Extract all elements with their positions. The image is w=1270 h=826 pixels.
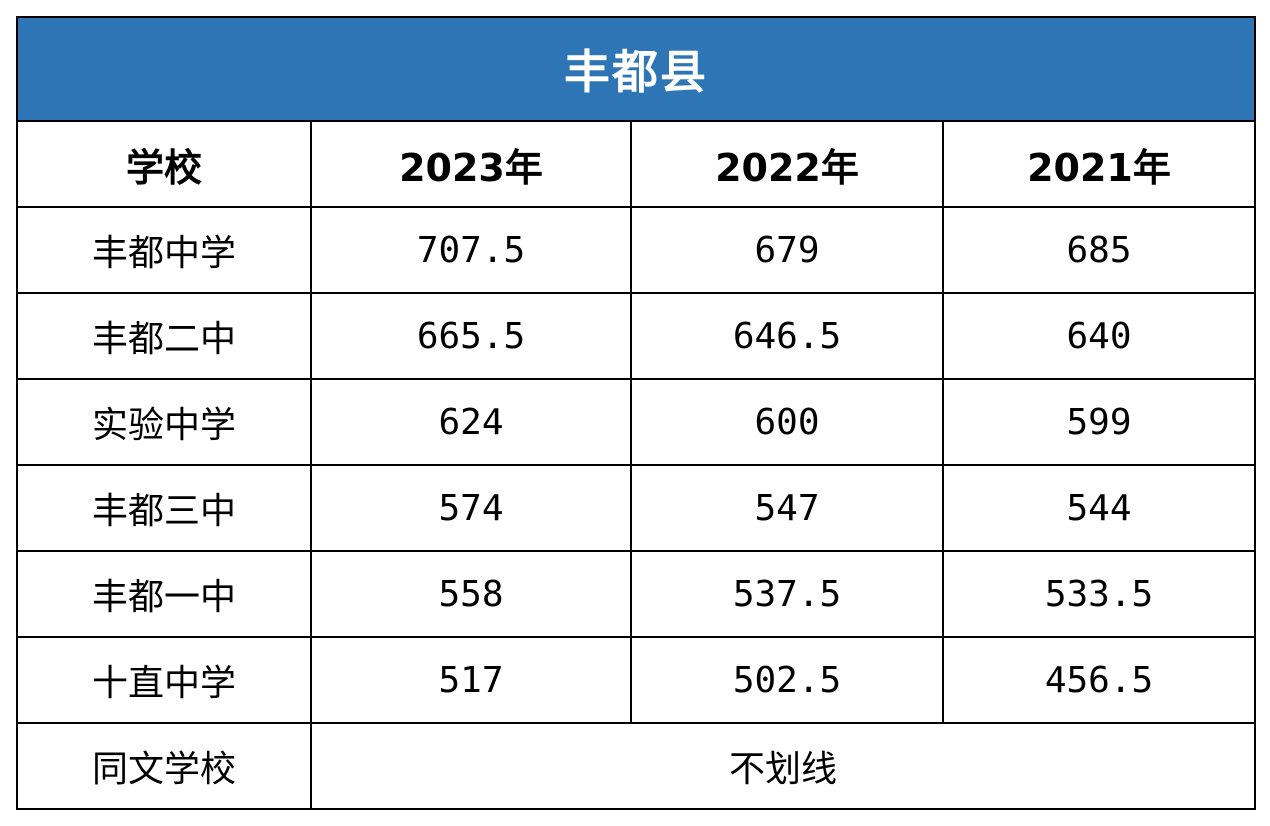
score-2022: 537.5 — [630, 550, 944, 638]
no-cutoff-note: 不划线 — [310, 722, 1256, 810]
score-2022: 502.5 — [630, 636, 944, 724]
score-2023: 707.5 — [310, 206, 632, 294]
score-2021: 544 — [942, 464, 1256, 552]
school-name: 丰都一中 — [16, 550, 312, 638]
score-2021: 533.5 — [942, 550, 1256, 638]
table-title: 丰都县 — [16, 16, 1256, 122]
school-name: 实验中学 — [16, 378, 312, 466]
score-2022: 679 — [630, 206, 944, 294]
title-row: 丰都县 — [16, 16, 1256, 122]
score-2023: 574 — [310, 464, 632, 552]
score-2021: 685 — [942, 206, 1256, 294]
score-2022: 547 — [630, 464, 944, 552]
table-row: 丰都一中 558 537.5 533.5 — [16, 550, 1256, 638]
table-row: 丰都中学 707.5 679 685 — [16, 206, 1256, 294]
header-school: 学校 — [16, 120, 312, 208]
table-row: 丰都二中 665.5 646.5 640 — [16, 292, 1256, 380]
header-2021: 2021年 — [942, 120, 1256, 208]
score-2023: 517 — [310, 636, 632, 724]
score-2022: 646.5 — [630, 292, 944, 380]
score-2021: 456.5 — [942, 636, 1256, 724]
score-table: 丰都县 学校 2023年 2022年 2021年 丰都中学 707.5 679 … — [16, 16, 1256, 810]
school-name: 十直中学 — [16, 636, 312, 724]
school-name: 丰都二中 — [16, 292, 312, 380]
table-row-last: 同文学校 不划线 — [16, 722, 1256, 810]
score-2022: 600 — [630, 378, 944, 466]
score-2023: 558 — [310, 550, 632, 638]
header-2022: 2022年 — [630, 120, 944, 208]
header-2023: 2023年 — [310, 120, 632, 208]
table-row: 丰都三中 574 547 544 — [16, 464, 1256, 552]
school-name: 丰都三中 — [16, 464, 312, 552]
school-name: 丰都中学 — [16, 206, 312, 294]
score-2021: 599 — [942, 378, 1256, 466]
score-2021: 640 — [942, 292, 1256, 380]
score-2023: 624 — [310, 378, 632, 466]
table-row: 实验中学 624 600 599 — [16, 378, 1256, 466]
header-row: 学校 2023年 2022年 2021年 — [16, 120, 1256, 208]
table-row: 十直中学 517 502.5 456.5 — [16, 636, 1256, 724]
score-2023: 665.5 — [310, 292, 632, 380]
school-name: 同文学校 — [16, 722, 312, 810]
